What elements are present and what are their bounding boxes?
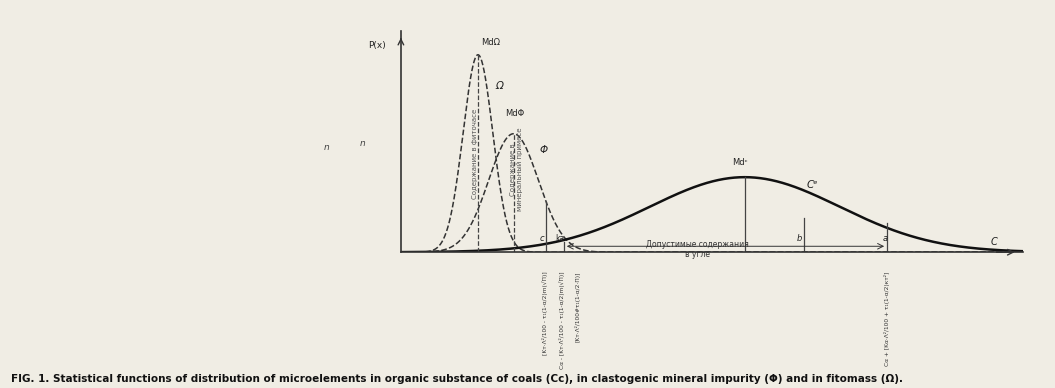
Text: FIG. 1. Statistical functions of distribution of microelements in organic substa: FIG. 1. Statistical functions of distrib… — [11, 374, 902, 384]
Text: Ω: Ω — [496, 81, 503, 91]
Text: C: C — [991, 237, 997, 247]
Text: ka: ka — [555, 234, 564, 243]
Text: Cα - [Kт·Λ²/100 - τ₁(1-α/2)m(√Π)]: Cα - [Kт·Λ²/100 - τ₁(1-α/2)m(√Π)] — [558, 272, 564, 369]
Text: Допустимые содержания
в угле: Допустимые содержания в угле — [646, 240, 749, 259]
Text: Φ: Φ — [539, 144, 548, 154]
Text: n: n — [324, 143, 330, 152]
Text: P(x): P(x) — [368, 41, 386, 50]
Text: MdΩ: MdΩ — [481, 38, 500, 47]
Text: [Kт·Λ²/100#τ₁(1-α/2·Π)]: [Kт·Λ²/100#τ₁(1-α/2·Π)] — [575, 272, 580, 342]
Text: c: c — [540, 234, 544, 243]
Text: Содержание в
минеральный примесе: Содержание в минеральный примесе — [510, 128, 523, 211]
Text: a: a — [883, 234, 888, 243]
Text: Mdᶜ: Mdᶜ — [732, 158, 747, 167]
Text: Содержание в фиточасе: Содержание в фиточасе — [472, 108, 478, 199]
Text: n: n — [360, 139, 365, 148]
Text: Cα + [Kα·Λ²/100 + τ₁(1-α/2)кт²]: Cα + [Kα·Λ²/100 + τ₁(1-α/2)кт²] — [884, 272, 890, 366]
Text: MdΦ: MdΦ — [505, 109, 524, 118]
Text: Cᵉ: Cᵉ — [807, 180, 819, 190]
Text: [Kт·Λ²/100 - τ₁(1-α/2)m(√Π)]: [Kт·Λ²/100 - τ₁(1-α/2)m(√Π)] — [542, 272, 548, 355]
Text: b: b — [798, 234, 803, 243]
